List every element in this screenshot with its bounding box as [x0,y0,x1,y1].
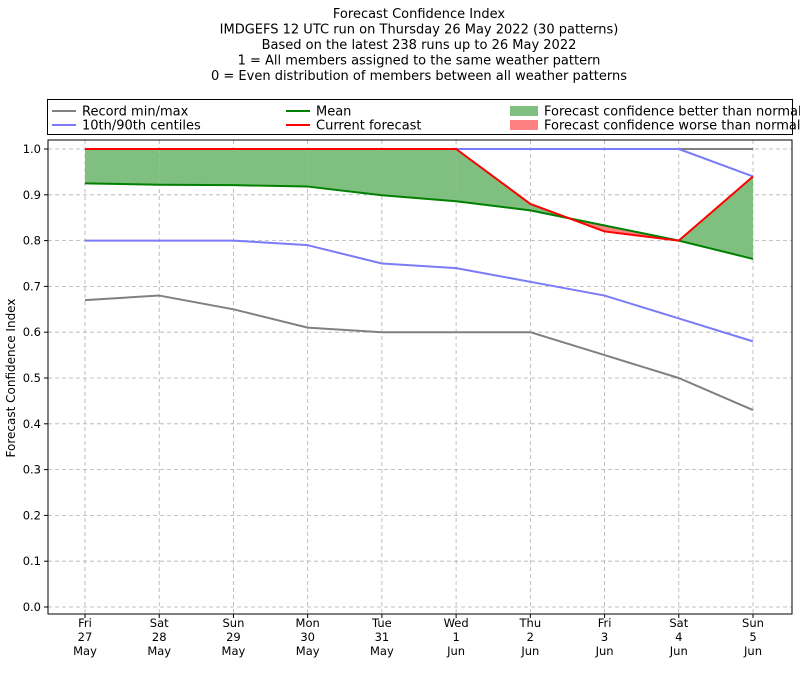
legend-label: Forecast confidence better than normal [544,105,800,120]
x-tick-label: May [222,644,246,658]
x-tick-label: Sun [742,616,764,630]
better-than-normal-fill [381,149,457,202]
x-tick-label: May [296,644,320,658]
y-tick-label: 0.1 [23,554,41,568]
x-tick-label: Fri [78,616,92,630]
x-tick-label: Jun [743,644,762,658]
x-tick-label: May [147,644,171,658]
x-tick-label: 1 [452,630,459,644]
x-tick-label: 28 [152,630,167,644]
x-tick-label: Wed [444,616,469,630]
y-axis-label: Forecast Confidence Index [4,299,18,458]
title-line-2: IMDGEFS 12 UTC run on Thursday 26 May 20… [220,23,619,38]
y-tick-label: 0.4 [23,417,41,431]
x-tick-label: 30 [300,630,315,644]
title-line-5: 0 = Even distribution of members between… [211,69,627,84]
better-than-normal-fill [159,149,234,186]
legend-label: Mean [316,105,351,120]
x-tick-label: Jun [520,644,539,658]
series-line-current [85,148,754,242]
y-tick-label: 0.7 [23,279,41,293]
x-tick-label: Jun [446,644,465,658]
legend: Record min/max Mean Forecast confidence be… [47,99,800,135]
y-tick-label: 0.5 [23,371,41,385]
x-tick-label: 27 [78,630,93,644]
legend-label: Forecast confidence worse than normal [544,119,800,134]
y-tick-label: 0.9 [23,188,41,202]
better-than-normal-fill [85,149,160,185]
legend-frame [47,99,793,135]
y-tick-label: 0.2 [23,508,41,522]
x-tick-label: May [73,644,97,658]
x-tick-label: May [370,644,394,658]
title-line-3: Based on the latest 238 runs up to 26 Ma… [262,38,577,53]
better-than-normal-fill [678,176,753,259]
x-tick-label: Sun [222,616,244,630]
legend-label: Current forecast [316,119,422,134]
y-tick-label: 0.3 [23,463,41,477]
x-tick-label: 31 [375,630,390,644]
better-than-normal-fill [233,149,308,187]
y-tick-label: 0.6 [23,325,41,339]
x-tick-label: Sat [150,616,169,630]
title-line-4: 1 = All members assigned to the same wea… [238,54,601,69]
series-line-mean [84,182,754,260]
legend-label: Record min/max [82,105,189,120]
x-tick-label: Jun [669,644,688,658]
x-tick-label: 4 [675,630,682,644]
x-tick-label: Thu [519,616,542,630]
x-tick-label: 3 [601,630,608,644]
better-than-normal-fill [307,149,382,196]
legend-key-forecast-confidence-worse-than-normal [510,120,538,130]
series-line-p10 [85,239,754,343]
legend-label: 10th/90th centiles [82,119,201,134]
y-tick-label: 0.8 [23,234,41,248]
x-tick-label: Fri [598,616,612,630]
y-tick-label: 1.0 [23,142,41,156]
legend-key-forecast-confidence-better-than-normal [510,106,538,116]
title-line-1: Forecast Confidence Index [333,7,505,22]
x-tick-label: Mon [296,616,320,630]
x-tick-label: 29 [226,630,241,644]
x-tick-label: 2 [527,630,534,644]
y-tick-label: 0.0 [23,600,41,614]
plot-area: 0.00.10.20.30.40.50.60.70.80.91.0Fri27Ma… [23,139,793,658]
plot-frame [47,139,793,615]
x-tick-label: Sat [669,616,688,630]
better-than-normal-fill [456,149,531,211]
x-tick-label: Jun [595,644,614,658]
x-tick-label: 5 [749,630,756,644]
series-line-record-min [84,294,754,411]
x-tick-label: Tue [371,616,392,630]
